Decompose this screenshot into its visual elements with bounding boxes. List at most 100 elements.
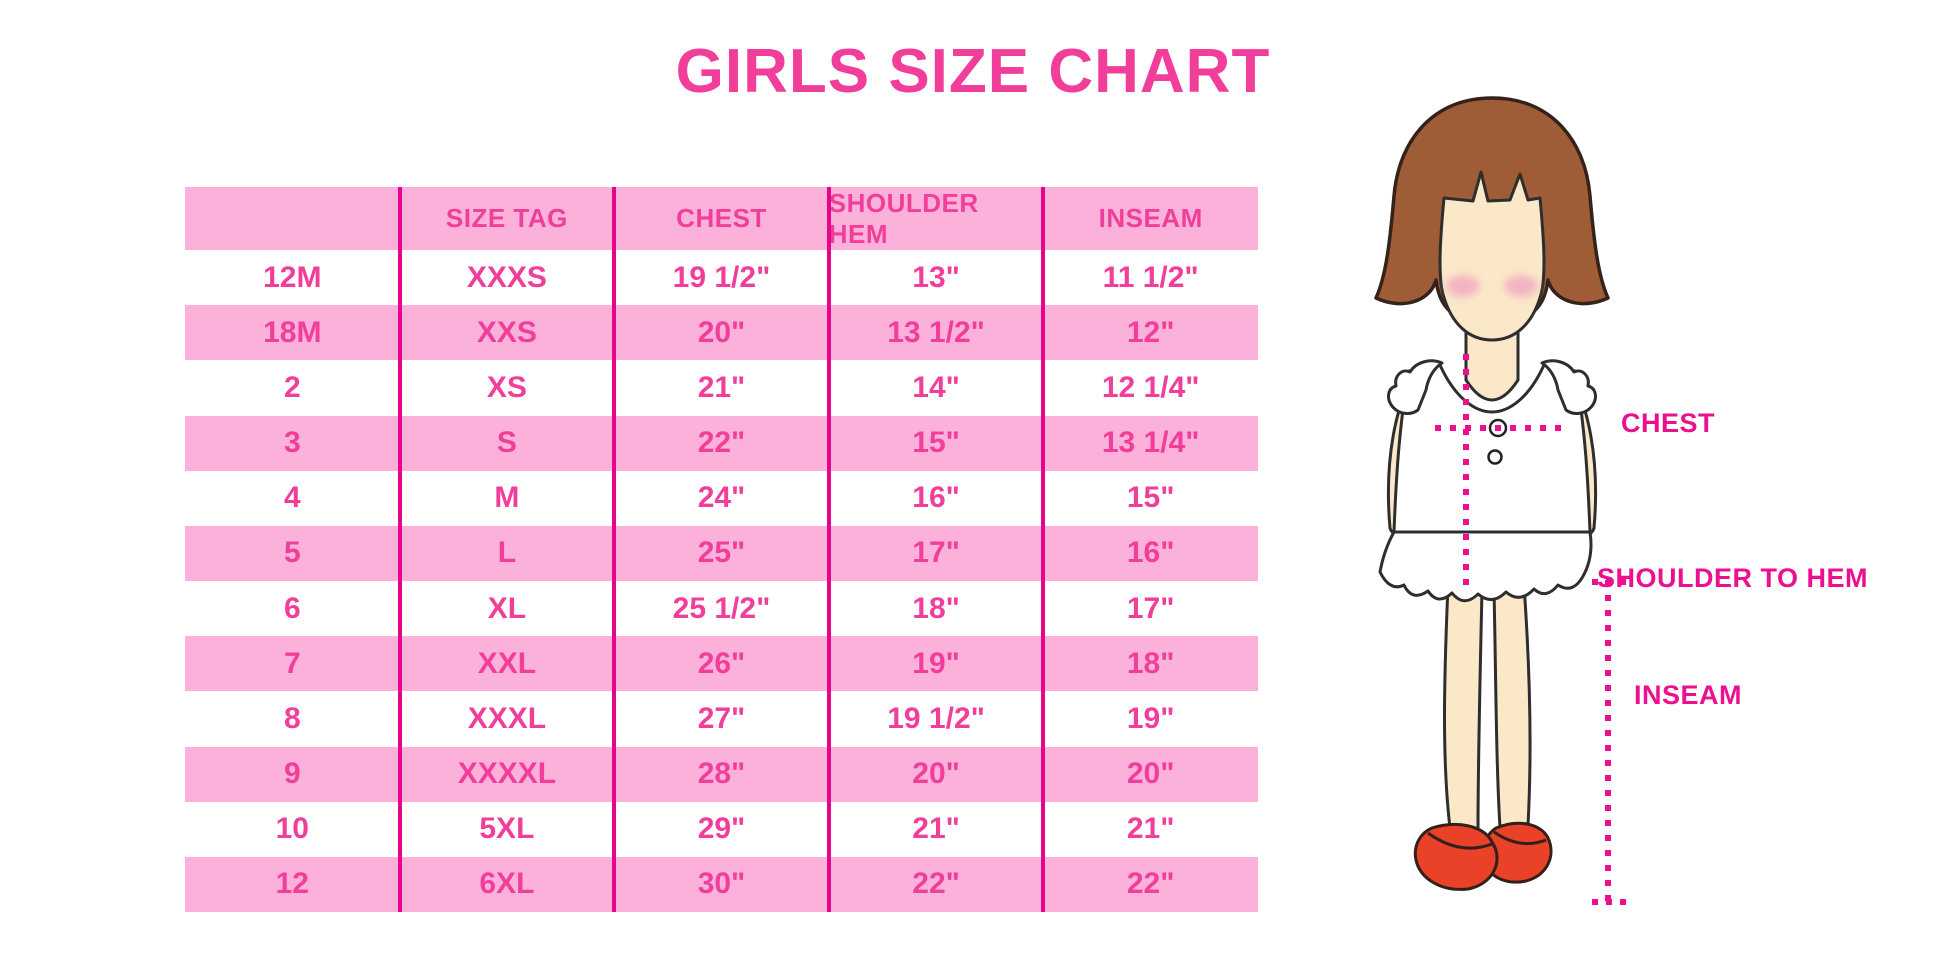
- table-row: 10 5XL 29" 21" 21": [185, 802, 1258, 857]
- header-cell: [185, 187, 400, 250]
- bottom-button: [1487, 449, 1503, 465]
- table-cell: 21": [1126, 812, 1175, 846]
- table-cell: 17": [1126, 591, 1175, 625]
- table-cell: 12": [1126, 315, 1175, 349]
- left-shoe: [1413, 823, 1499, 891]
- table-cell: 17": [912, 536, 960, 570]
- table-header-row: SIZE TAG CHEST SHOULDER HEM INSEAM: [185, 187, 1258, 250]
- table-cell: XXS: [476, 315, 537, 349]
- table-cell: 25 1/2": [672, 591, 771, 625]
- table-cell: M: [494, 481, 520, 515]
- table-row: 7 XXL 26" 19" 18": [185, 636, 1258, 692]
- table-cell: 22": [912, 867, 960, 901]
- table-cell: 11 1/2": [1102, 260, 1199, 294]
- table-cell: 19": [912, 646, 960, 680]
- table-row: 5 L 25" 17" 16": [185, 525, 1258, 582]
- table-cell: 15": [912, 426, 960, 460]
- left-shoulder-ruffle: [1387, 359, 1444, 415]
- table-cell: 18": [912, 591, 960, 625]
- table-cell: 2: [283, 370, 301, 404]
- table-cell: 20": [697, 315, 746, 349]
- shoulder-to-hem-label: SHOULDER TO HEM: [1597, 563, 1869, 593]
- right-leg: [1492, 583, 1532, 830]
- header-cell: SHOULDER HEM: [828, 187, 979, 249]
- table-cell: 12: [275, 867, 309, 901]
- header-cell: CHEST: [676, 203, 767, 233]
- table-row: 12M XXXS 19 1/2" 13" 11 1/2": [185, 250, 1258, 305]
- table-cell: 13": [912, 260, 960, 294]
- page-title: GIRLS SIZE CHART: [675, 37, 1271, 106]
- table-cell: 24": [697, 481, 746, 515]
- table-cell: 5: [283, 536, 301, 570]
- table-cell: 4: [283, 481, 301, 515]
- column-divider: [612, 187, 617, 912]
- blush-right: [1504, 275, 1538, 297]
- table-cell: 3: [283, 426, 301, 460]
- table-row: 4 M 24" 16" 15": [185, 471, 1258, 526]
- table-cell: 21": [697, 370, 746, 404]
- right-shoulder-ruffle: [1540, 359, 1597, 415]
- table-cell: 7: [283, 646, 301, 680]
- table-cell: 6XL: [479, 867, 535, 901]
- table-row: 8 XXXL 27" 19 1/2" 19": [185, 691, 1258, 746]
- table-cell: 16": [1126, 536, 1175, 570]
- table-row: 6 XL 25 1/2" 18" 17": [185, 581, 1258, 636]
- table-cell: 25": [697, 536, 746, 570]
- right-shoe-strap: [1493, 830, 1547, 846]
- left-leg: [1443, 583, 1484, 832]
- girl-illustration: [1374, 96, 1628, 905]
- table-cell: L: [497, 536, 517, 570]
- column-divider: [826, 187, 831, 912]
- size-table: SIZE TAG CHEST SHOULDER HEM INSEAM 12M XXXS 1…: [185, 187, 1258, 913]
- table-row: 9 XXXXL 28" 20" 20": [185, 746, 1258, 802]
- table-cell: 9: [283, 757, 301, 791]
- table-cell: 14": [912, 370, 960, 404]
- table-body: 12M XXXS 19 1/2" 13" 11 1/2" 18M XXS 20" 13 1/2"…: [185, 250, 1258, 913]
- neck-shape: [1464, 326, 1520, 402]
- shirt-bodice: [1392, 363, 1592, 534]
- table-cell: 20": [912, 757, 960, 791]
- table-row: 18M XXS 20" 13 1/2" 12": [185, 305, 1258, 361]
- table-cell: 19 1/2": [887, 701, 985, 735]
- left-shoe-strap: [1427, 831, 1493, 850]
- table-cell: XL: [487, 591, 527, 625]
- header-cell: INSEAM: [1098, 203, 1203, 233]
- table-row: 12 6XL 30" 22" 22": [185, 856, 1258, 913]
- table-cell: XXXS: [466, 260, 547, 294]
- table-cell: 10: [275, 812, 309, 846]
- table-cell: 27": [697, 701, 746, 735]
- face-shape: [1438, 170, 1546, 342]
- table-cell: 20": [1126, 757, 1175, 791]
- table-cell: 30": [697, 867, 746, 901]
- table-cell: 18M: [263, 315, 322, 349]
- table-cell: XXXXL: [457, 757, 557, 791]
- table-cell: 29": [697, 812, 746, 846]
- table-cell: 28": [697, 757, 746, 791]
- table-cell: XXL: [477, 646, 537, 680]
- column-divider: [397, 187, 402, 912]
- column-divider: [1041, 187, 1046, 912]
- table-cell: 21": [912, 812, 960, 846]
- blush-left: [1446, 275, 1480, 297]
- table-cell: 16": [912, 481, 960, 515]
- table-cell: 13 1/4": [1101, 426, 1200, 460]
- table-cell: 19 1/2": [672, 260, 771, 294]
- table-cell: 12 1/4": [1101, 370, 1200, 404]
- table-cell: 8: [283, 701, 301, 735]
- table-cell: 19": [1126, 701, 1175, 735]
- table-cell: 22": [697, 426, 746, 460]
- table-cell: 5XL: [479, 812, 535, 846]
- table-cell: 13 1/2": [887, 315, 985, 349]
- table-row: 3 S 22" 15" 13 1/4": [185, 415, 1258, 471]
- table-cell: XXXL: [467, 701, 547, 735]
- table-cell: 15": [1126, 481, 1175, 515]
- table-cell: S: [496, 426, 517, 460]
- header-cell: SIZE TAG: [445, 203, 568, 233]
- table-cell: 26": [697, 646, 746, 680]
- chest-label: CHEST: [1621, 408, 1716, 438]
- skirt-ruffle: [1378, 530, 1593, 603]
- table-cell: 6: [283, 591, 301, 625]
- table-cell: 12M: [263, 260, 322, 294]
- inseam-label: INSEAM: [1634, 680, 1743, 710]
